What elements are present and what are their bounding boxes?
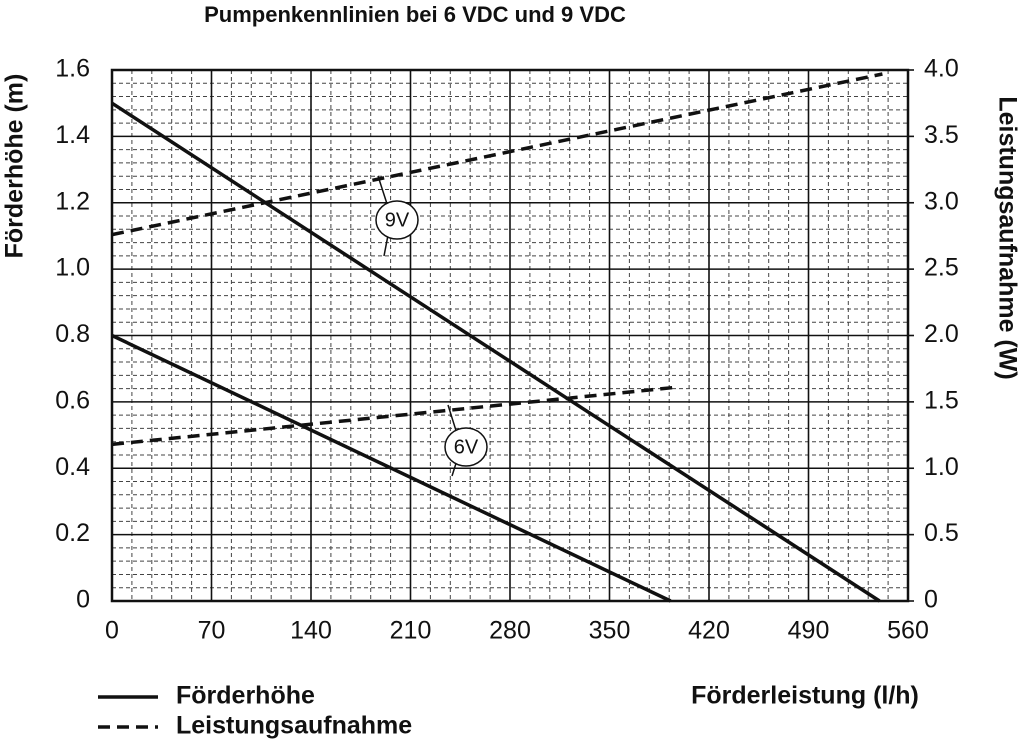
y2-axis-label: Leistungsaufnahme (W) xyxy=(993,96,1021,379)
y-tick-label: 1.0 xyxy=(55,254,90,282)
y-tick-label: 0.4 xyxy=(55,453,90,481)
y2-tick-label: 1.0 xyxy=(924,453,959,481)
x-tick-label: 210 xyxy=(390,617,432,645)
y-tick-label: 1.4 xyxy=(55,121,90,149)
x-tick-label: 280 xyxy=(489,617,531,645)
y2-tick-label: 1.5 xyxy=(924,386,959,414)
series-line xyxy=(111,101,881,603)
x-tick-label: 70 xyxy=(198,617,226,645)
y-tick-label: 1.2 xyxy=(55,187,90,215)
x-axis-label: Förderleistung (l/h) xyxy=(691,682,919,710)
x-tick-label: 350 xyxy=(589,617,631,645)
y2-tick-label: 3.5 xyxy=(924,121,959,149)
y-tick-label: 0.8 xyxy=(55,320,90,348)
y2-tick-label: 4.0 xyxy=(924,55,959,83)
x-tick-label: 490 xyxy=(788,617,830,645)
x-tick-label: 0 xyxy=(105,617,119,645)
annotation-text: 9V xyxy=(385,209,410,231)
y-tick-label: 1.6 xyxy=(55,55,90,83)
y-tick-label: 0.6 xyxy=(55,386,90,414)
x-tick-label: 140 xyxy=(290,617,332,645)
x-tick-label: 420 xyxy=(688,617,730,645)
annotation-bubble xyxy=(444,427,488,467)
series-line xyxy=(111,333,672,603)
legend-label: Leistungsaufnahme xyxy=(176,712,412,740)
y2-tick-label: 0 xyxy=(924,586,938,614)
legend-label: Förderhöhe xyxy=(176,682,315,710)
annotation-text: 6V xyxy=(454,436,479,458)
y-axis-label: Förderhöhe (m) xyxy=(1,74,29,259)
x-tick-label: 560 xyxy=(887,617,929,645)
y2-tick-label: 2.0 xyxy=(924,320,959,348)
series-line xyxy=(111,72,883,237)
y-tick-label: 0.2 xyxy=(55,519,90,547)
y2-tick-label: 2.5 xyxy=(924,254,959,282)
y2-tick-label: 0.5 xyxy=(924,519,959,547)
y2-tick-label: 3.0 xyxy=(924,187,959,215)
y-tick-label: 0 xyxy=(76,586,90,614)
annotation-bubble xyxy=(375,200,419,240)
chart-title: Pumpenkennlinien bei 6 VDC und 9 VDC xyxy=(204,2,626,27)
